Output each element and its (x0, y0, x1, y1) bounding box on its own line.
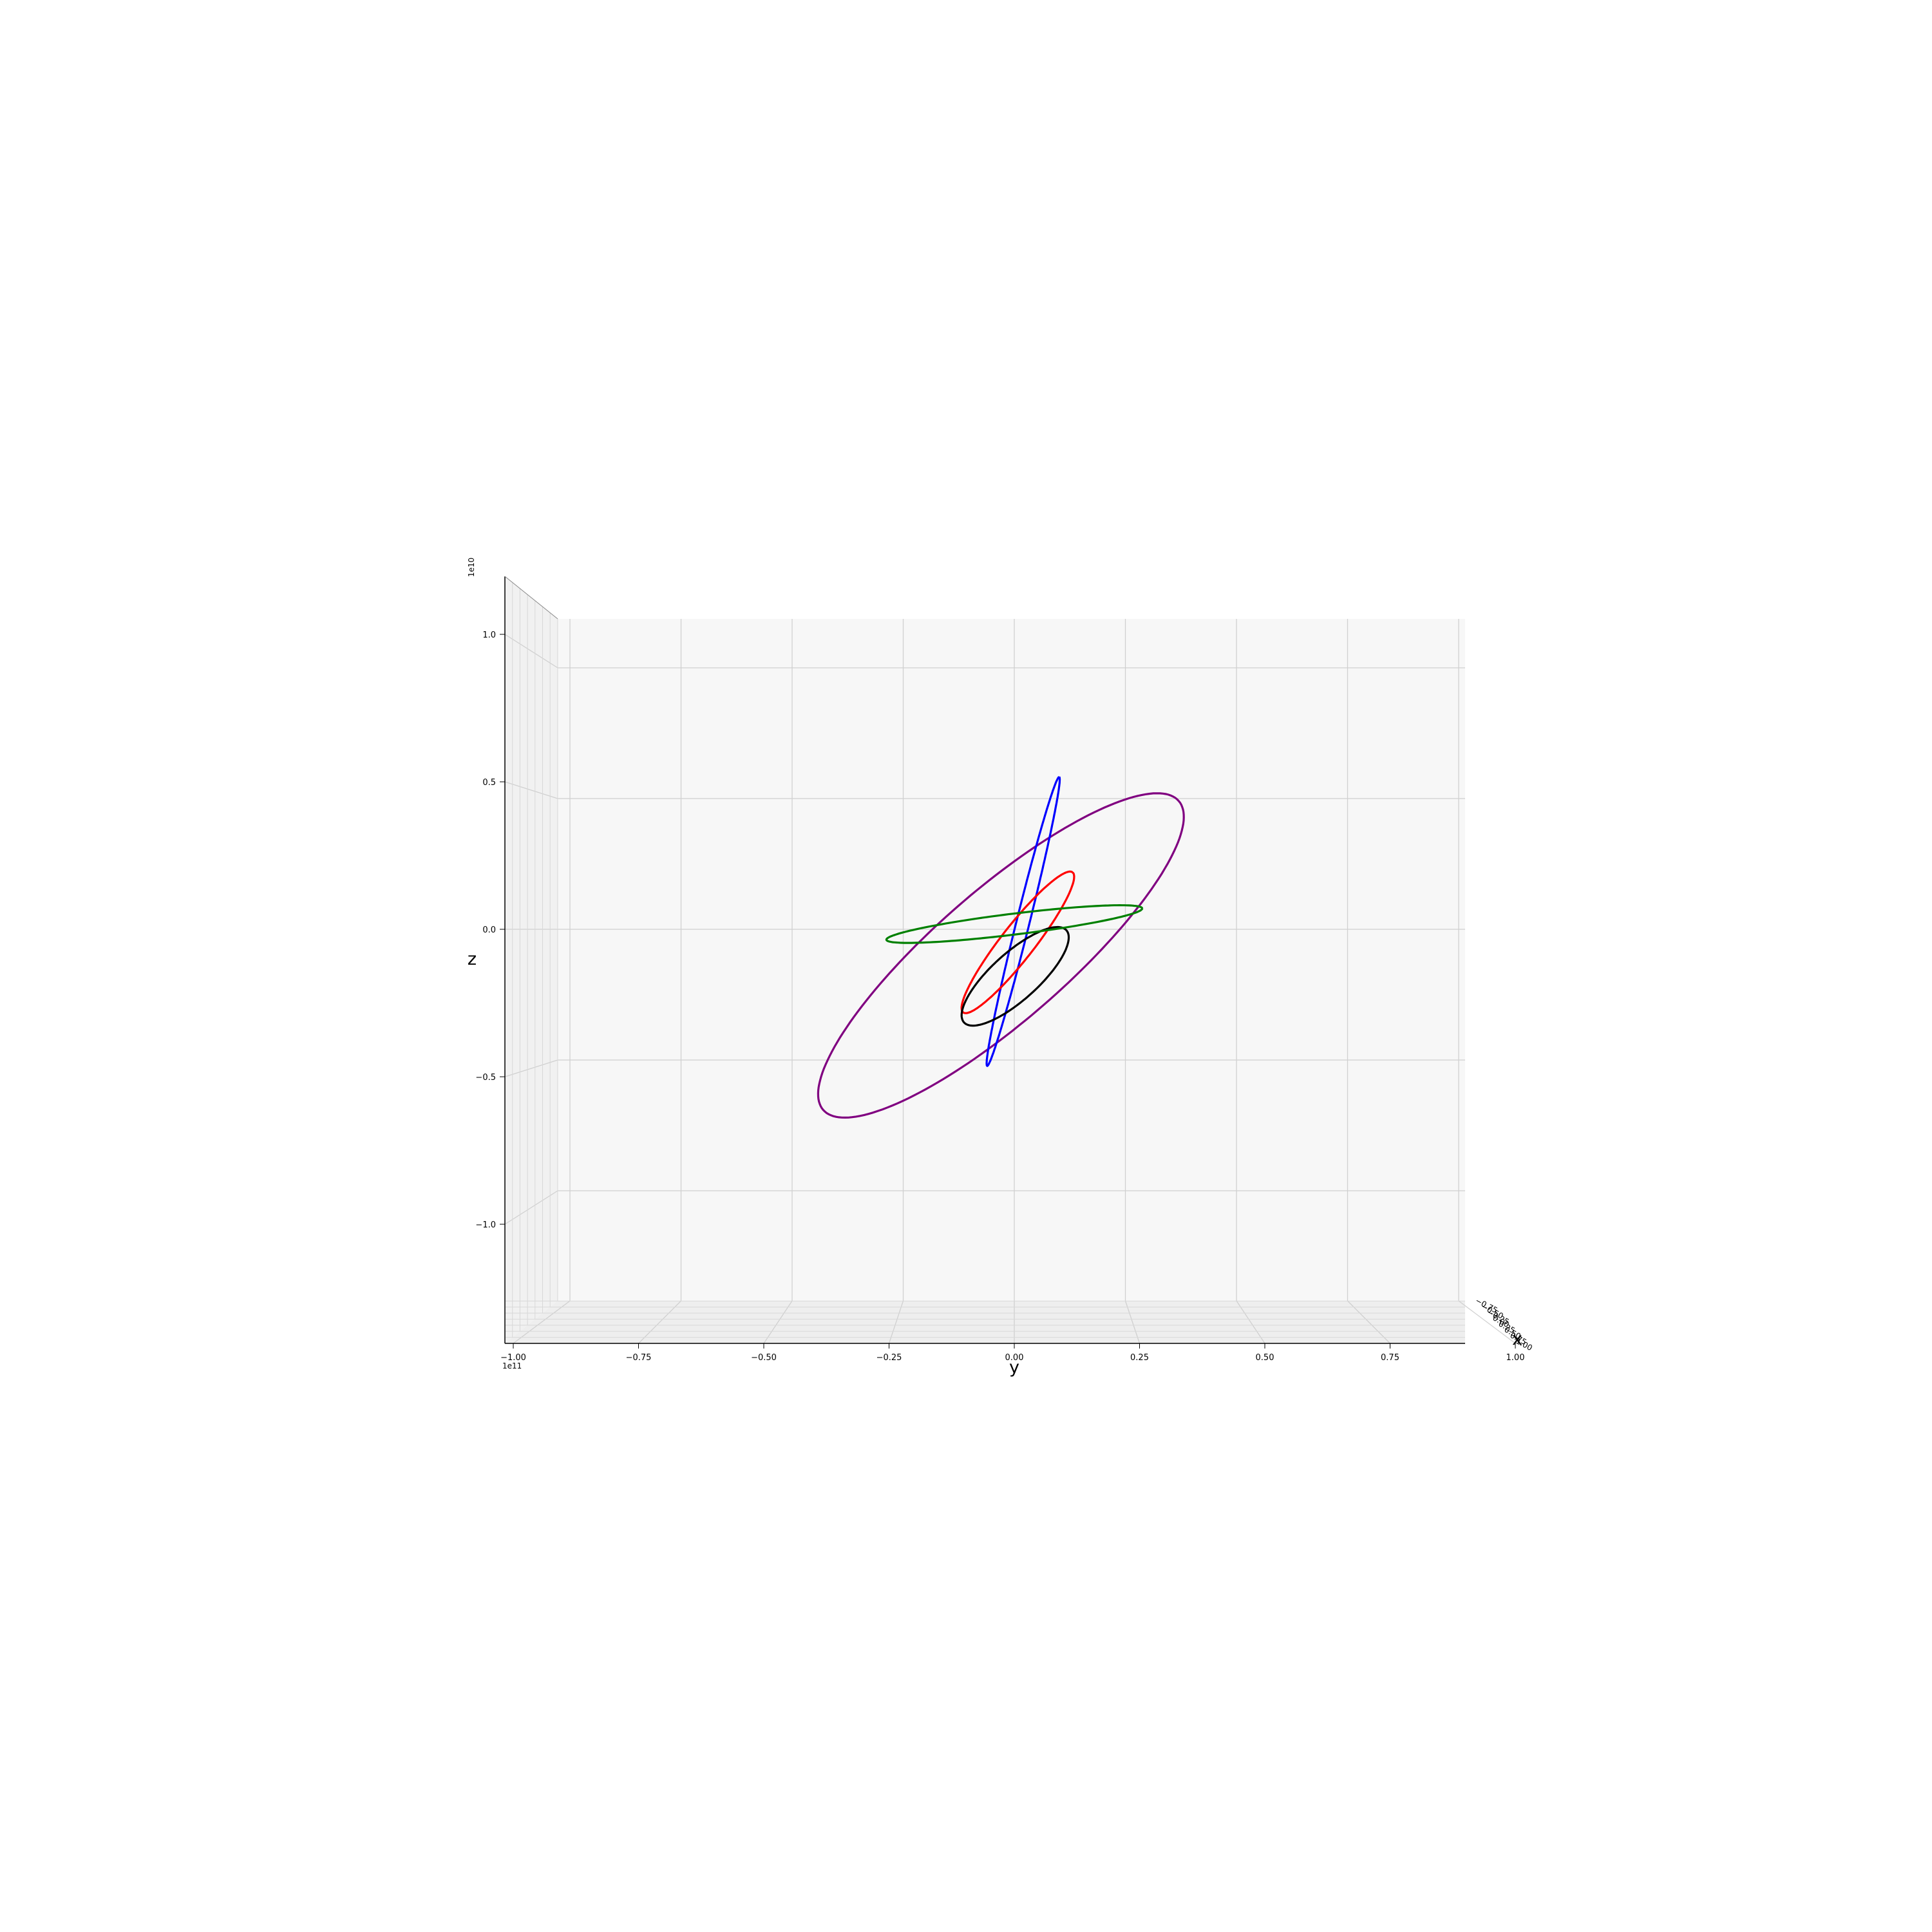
side-gridline (504, 781, 558, 799)
x-tick-labels: −0.75−0.50−0.250.000.250.500.751.00 (1474, 1296, 1534, 1352)
floor-pane (505, 1301, 1465, 1343)
orbit-line-1 (817, 792, 1185, 1119)
side-gridline (504, 634, 558, 668)
floor-gridline (763, 1300, 793, 1344)
grid-layer (504, 576, 1516, 1344)
back-pane (558, 619, 1465, 1301)
x-axis-label: x (1512, 1329, 1522, 1349)
z-tick-label: −1.0 (475, 1220, 496, 1230)
y-tick-label: 1.00 (1506, 1353, 1525, 1363)
orbit-series-layer (817, 775, 1185, 1119)
z-tick-label: −0.5 (475, 1073, 496, 1083)
orbit-line-5 (885, 904, 1144, 944)
axis-frame (504, 576, 1465, 1344)
side-gridline (504, 1059, 558, 1077)
z-tick-label: 0.5 (482, 778, 496, 788)
z-tick-labels: −1.0 −0.5 0.0 0.5 1.0 (475, 630, 505, 1230)
orbit-line-2 (985, 775, 1061, 1067)
floor-gridline (888, 1300, 904, 1344)
y-tick-label: 0.50 (1256, 1353, 1274, 1363)
floor-gridline (638, 1300, 681, 1344)
floor-gridline (1236, 1300, 1265, 1344)
y-tick-label: 0.00 (1005, 1353, 1024, 1363)
floor-gridline (513, 1300, 571, 1344)
side-gridline (504, 1190, 558, 1225)
y-tick-label: −0.50 (751, 1353, 777, 1363)
z-tick-label: 0.0 (482, 925, 496, 935)
y-tick-label: −0.75 (626, 1353, 652, 1363)
orbit-line-3 (960, 870, 1075, 1014)
z-offset-text: 1e10 (467, 558, 476, 577)
floor-gridline (1124, 1300, 1141, 1344)
y-tick-label: −0.25 (876, 1353, 902, 1363)
y-axis-label: y (1009, 1358, 1019, 1378)
floor-gridline (1458, 1300, 1516, 1344)
y-tick-labels: −1.00 −0.75 −0.50 −0.25 0.00 0.25 0.50 0.75 1.00 (500, 1343, 1524, 1363)
floor-gridline (1347, 1300, 1390, 1344)
z-axis-label: z (468, 949, 477, 969)
y-tick-label: 0.25 (1130, 1353, 1149, 1363)
y-offset-text: 1e11 (502, 1361, 522, 1370)
y-tick-label: −1.00 (500, 1353, 526, 1363)
orbit-line-4 (960, 925, 1070, 1027)
z-tick-label: 1.0 (482, 630, 496, 640)
y-tick-label: 0.75 (1381, 1353, 1399, 1363)
side-pane (505, 576, 558, 1343)
pane-edge (504, 576, 558, 620)
